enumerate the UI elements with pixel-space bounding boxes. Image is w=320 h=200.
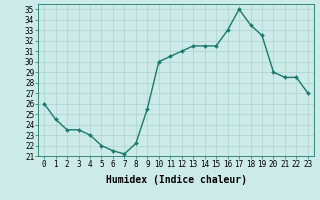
X-axis label: Humidex (Indice chaleur): Humidex (Indice chaleur) bbox=[106, 175, 246, 185]
